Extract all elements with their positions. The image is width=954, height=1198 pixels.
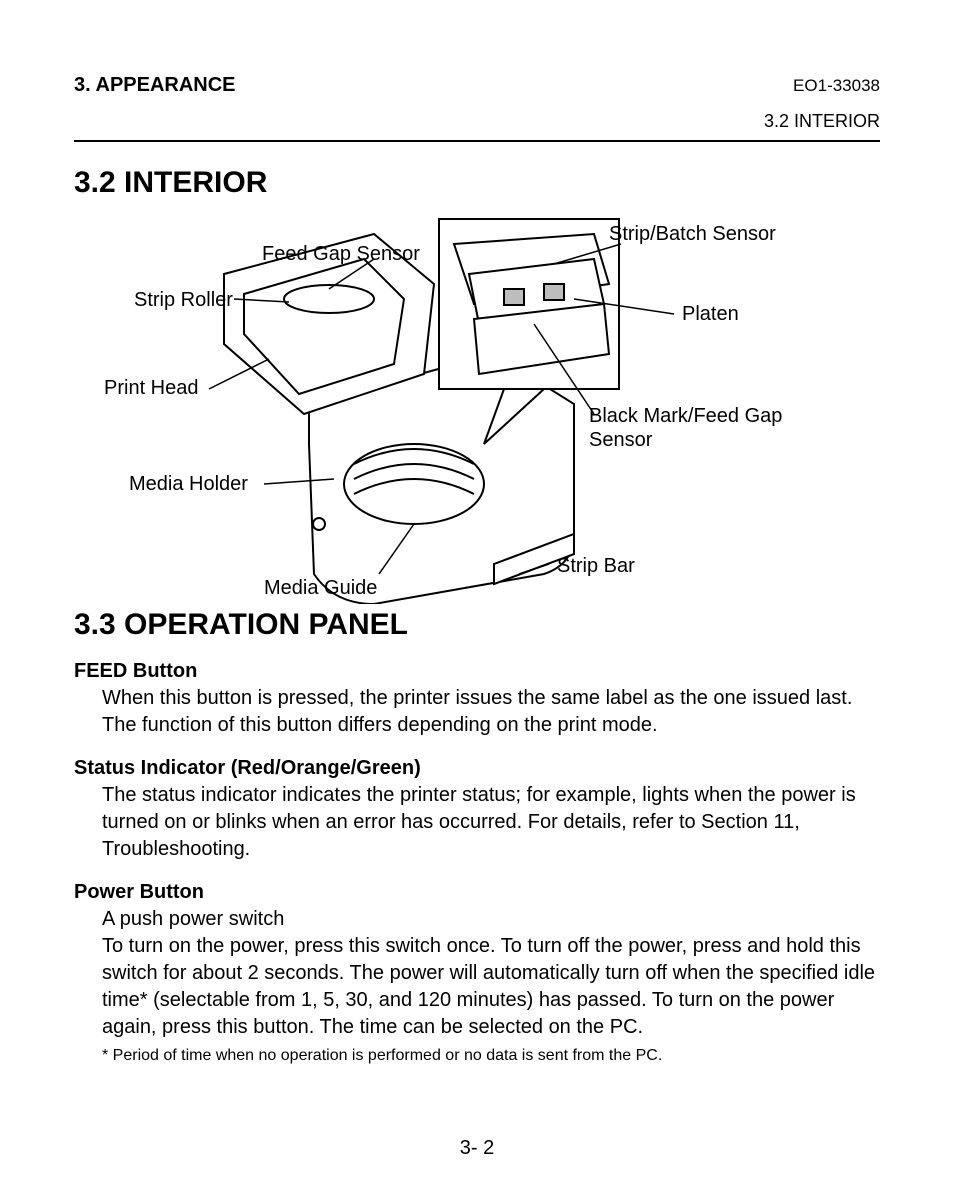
power-button-footnote: * Period of time when no operation is pe… (102, 1047, 880, 1065)
page-header: 3. APPEARANCE EO1-33038 (74, 74, 880, 97)
callout-print-head: Print Head (104, 376, 199, 400)
status-indicator-heading: Status Indicator (Red/Orange/Green) (74, 757, 880, 780)
header-subsection: 3.2 INTERIOR (74, 111, 880, 132)
callout-platen: Platen (682, 302, 739, 326)
header-chapter: 3. APPEARANCE (74, 74, 236, 97)
callout-strip-bar: Strip Bar (557, 554, 635, 578)
feed-button-heading: FEED Button (74, 660, 880, 683)
callout-strip-roller: Strip Roller (134, 288, 233, 312)
power-button-heading: Power Button (74, 881, 880, 904)
header-rule (74, 140, 880, 142)
page-number: 3- 2 (0, 1137, 954, 1160)
callout-strip-batch-sensor: Strip/Batch Sensor (609, 222, 776, 246)
operation-panel-body: FEED Button When this button is pressed,… (74, 660, 880, 1065)
page: 3. APPEARANCE EO1-33038 3.2 INTERIOR 3.2… (0, 0, 954, 1198)
callout-media-guide: Media Guide (264, 576, 377, 600)
status-indicator-body: The status indicator indicates the print… (102, 782, 880, 863)
header-docnum: EO1-33038 (793, 76, 880, 96)
section-title-operation: 3.3 OPERATION PANEL (74, 608, 880, 642)
callout-media-holder: Media Holder (129, 472, 248, 496)
callout-black-mark-feed-gap-sensor: Black Mark/Feed GapSensor (589, 404, 809, 452)
interior-diagram: Feed Gap Sensor Strip Roller Print Head … (74, 204, 880, 604)
power-button-body: A push power switchTo turn on the power,… (102, 906, 880, 1041)
callout-feed-gap-sensor: Feed Gap Sensor (262, 242, 420, 266)
feed-button-body: When this button is pressed, the printer… (102, 685, 880, 739)
section-title-interior: 3.2 INTERIOR (74, 166, 880, 200)
